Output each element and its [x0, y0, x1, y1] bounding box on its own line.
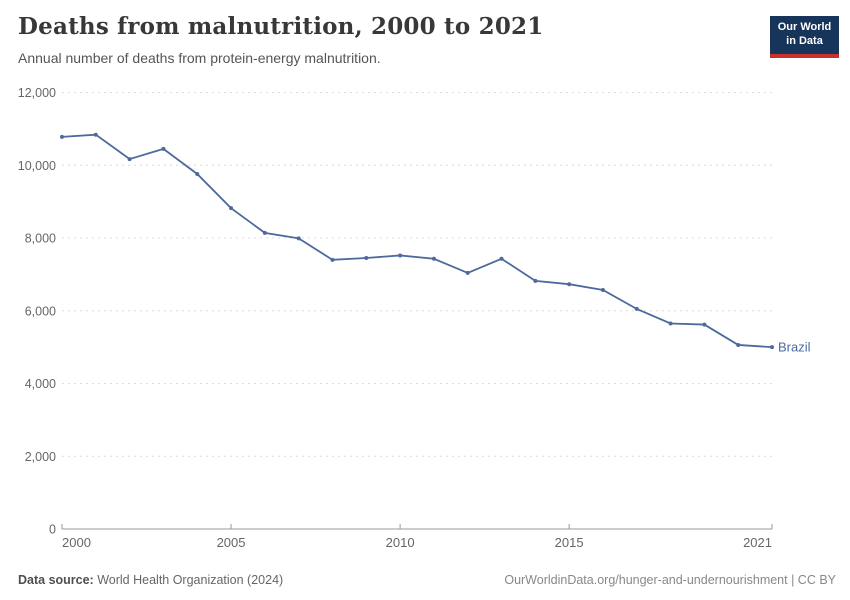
chart-header: Deaths from malnutrition, 2000 to 2021 A… [18, 13, 740, 66]
data-point [93, 132, 98, 137]
data-point [736, 342, 741, 347]
data-point [161, 146, 166, 151]
y-axis-tick-label: 6,000 [25, 304, 56, 318]
y-axis-tick-label: 8,000 [25, 232, 56, 246]
chart-title: Deaths from malnutrition, 2000 to 2021 [18, 13, 544, 40]
data-point [127, 157, 132, 162]
data-point [296, 236, 301, 241]
data-point [702, 322, 707, 327]
data-point [770, 345, 774, 350]
series-end-label[interactable]: Brazil [778, 340, 811, 355]
data-point [634, 306, 639, 311]
logo-line1: Our World [777, 21, 832, 33]
data-point [229, 206, 234, 211]
y-axis-tick-label: 4,000 [25, 377, 56, 391]
series-brazil[interactable]: Brazil [60, 132, 811, 355]
data-point [668, 321, 673, 326]
x-axis-tick-label: 2021 [743, 535, 772, 550]
data-point [195, 171, 200, 176]
data-point [499, 256, 504, 261]
data-point [465, 270, 470, 275]
y-axis-tick-label: 10,000 [18, 159, 56, 173]
chart-subtitle: Annual number of deaths from protein-ene… [18, 50, 381, 66]
data-point [330, 257, 335, 262]
data-source-value: World Health Organization (2024) [97, 573, 284, 587]
data-source-label: Data source: [18, 573, 94, 587]
data-point [262, 230, 267, 235]
data-point [431, 256, 436, 261]
x-axis-tick-label: 2005 [217, 535, 246, 550]
data-point [398, 253, 403, 258]
attribution-link[interactable]: OurWorldinData.org/hunger-and-undernouri… [504, 573, 836, 587]
x-axis-tick-label: 2000 [62, 535, 91, 550]
data-point [567, 282, 572, 287]
series-line [61, 133, 773, 349]
y-axis-tick-label: 0 [49, 523, 56, 537]
chart-footer: Data source: World Health Organization (… [18, 573, 836, 587]
data-point [60, 134, 64, 139]
y-axis-tick-label: 12,000 [18, 86, 56, 100]
x-axis-tick-label: 2010 [386, 535, 415, 550]
data-point [533, 278, 538, 283]
x-axis-tick-label: 2015 [555, 535, 584, 550]
owid-logo[interactable]: Our World in Data [770, 16, 839, 58]
data-point [600, 288, 605, 293]
logo-line2: in Data [786, 34, 823, 47]
data-source: Data source: World Health Organization (… [18, 573, 283, 587]
data-point [364, 256, 369, 261]
y-axis-tick-label: 2,000 [25, 450, 56, 464]
